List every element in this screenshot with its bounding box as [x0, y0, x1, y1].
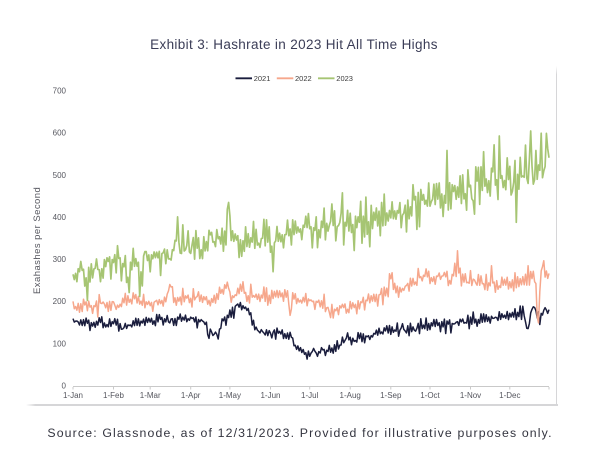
svg-text:Exahashes per Second: Exahashes per Second	[32, 187, 43, 294]
svg-text:1-Jan: 1-Jan	[63, 391, 83, 400]
svg-text:2023: 2023	[336, 74, 353, 83]
svg-text:1-Jul: 1-Jul	[301, 391, 319, 400]
svg-text:300: 300	[53, 255, 67, 264]
svg-text:1-Oct: 1-Oct	[420, 391, 440, 400]
svg-text:1-May: 1-May	[219, 391, 241, 400]
svg-text:100: 100	[53, 339, 67, 348]
svg-text:1-Sep: 1-Sep	[380, 391, 402, 400]
svg-text:600: 600	[53, 129, 67, 138]
svg-text:500: 500	[53, 171, 67, 180]
svg-text:1-Dec: 1-Dec	[499, 391, 520, 400]
svg-text:2022: 2022	[295, 74, 312, 83]
svg-text:1-Mar: 1-Mar	[140, 391, 161, 400]
svg-text:1-Nov: 1-Nov	[460, 391, 481, 400]
svg-text:1-Jun: 1-Jun	[260, 391, 280, 400]
svg-text:400: 400	[53, 213, 67, 222]
svg-text:200: 200	[53, 297, 67, 306]
svg-text:0: 0	[62, 382, 67, 391]
svg-text:1-Feb: 1-Feb	[103, 391, 124, 400]
svg-text:700: 700	[53, 87, 67, 96]
svg-text:1-Aug: 1-Aug	[340, 391, 361, 400]
svg-text:2021: 2021	[254, 74, 271, 83]
svg-text:1-Apr: 1-Apr	[181, 391, 201, 400]
